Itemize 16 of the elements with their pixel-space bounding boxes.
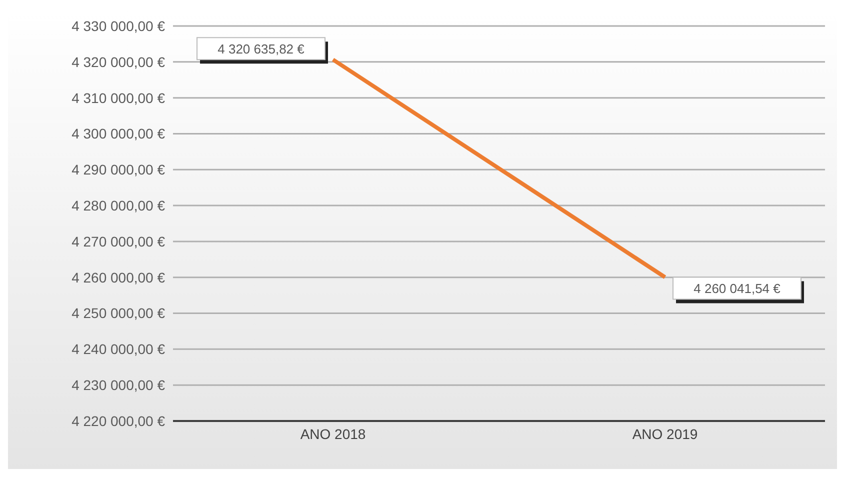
x-tick-label: ANO 2018 (300, 426, 366, 442)
y-tick-label: 4 270 000,00 € (72, 233, 166, 250)
x-tick-label: ANO 2019 (632, 426, 698, 442)
y-tick-label: 4 260 000,00 € (72, 269, 166, 286)
text: 4 260 041,54 € (694, 281, 780, 296)
y-tick-label: 4 320 000,00 € (72, 54, 166, 70)
y-tick-label: 4 290 000,00 € (72, 162, 166, 178)
y-tick-label: 4 280 000,00 € (72, 198, 166, 214)
y-tick-label: 4 310 000,00 € (72, 90, 166, 106)
y-tick-label: 4 250 000,00 € (72, 305, 166, 322)
text: 4 320 635,82 € (218, 42, 304, 57)
y-tick-label: 4 300 000,00 € (72, 126, 166, 142)
y-tick-label: 4 230 000,00 € (72, 377, 166, 394)
y-tick-label: 4 240 000,00 € (72, 341, 166, 358)
y-tick-label: 4 220 000,00 € (72, 412, 166, 429)
y-tick-label: 4 330 000,00 € (72, 18, 166, 34)
